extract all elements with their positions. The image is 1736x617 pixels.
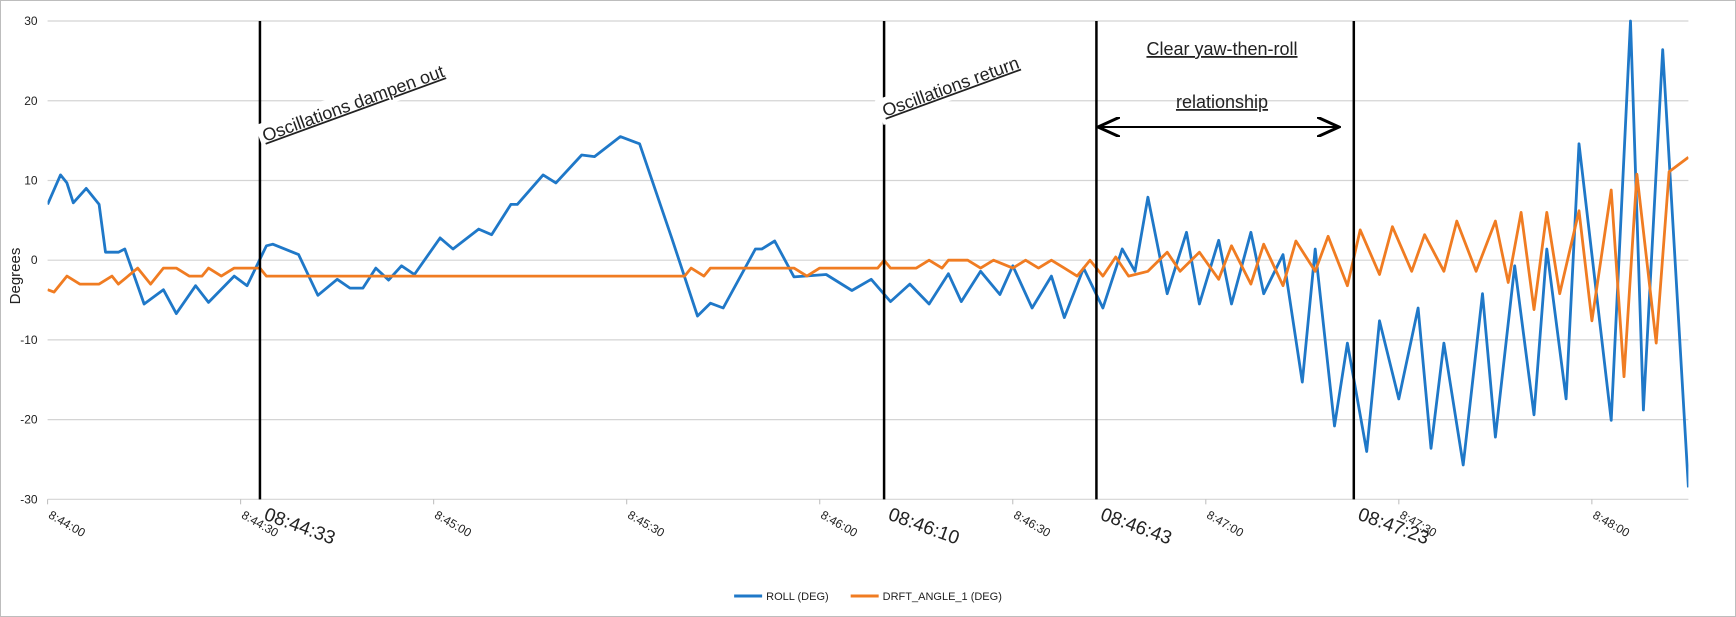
series-line xyxy=(47,19,1689,488)
y-tick-label: -10 xyxy=(20,333,38,347)
legend-label: DRFT_ANGLE_1 (DEG) xyxy=(883,591,1002,603)
y-tick-label: 0 xyxy=(31,253,38,267)
annotation-note-bg xyxy=(254,57,452,150)
series-line xyxy=(47,156,1689,378)
y-tick-label: -20 xyxy=(20,413,38,427)
y-tick-label: 30 xyxy=(24,14,38,28)
legend-label: ROLL (DEG) xyxy=(766,591,829,603)
y-tick-label: 20 xyxy=(24,94,38,108)
y-tick-label: 10 xyxy=(24,173,38,187)
annotation-note: relationship xyxy=(1176,92,1268,112)
annotation-note: Clear yaw-then-roll xyxy=(1146,39,1297,59)
y-tick-label: -30 xyxy=(20,492,38,506)
legend: ROLL (DEG) DRFT_ANGLE_1 (DEG) xyxy=(734,591,1002,603)
annotation-note-bg xyxy=(874,48,1027,125)
y-axis-label: Degrees xyxy=(7,248,24,305)
